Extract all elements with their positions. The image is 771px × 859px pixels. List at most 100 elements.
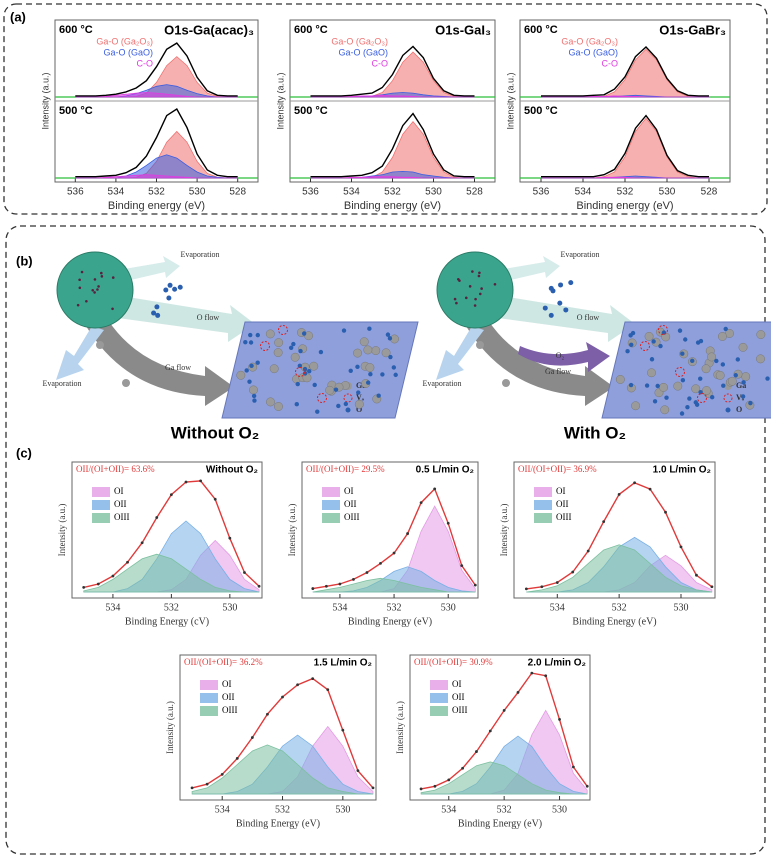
ga-atom xyxy=(673,381,683,391)
data-point xyxy=(190,786,194,790)
o-atom xyxy=(387,336,393,341)
legend-label: O xyxy=(736,405,742,414)
x-tick-label: 534 xyxy=(441,804,456,815)
peak-area xyxy=(83,553,260,593)
dot xyxy=(478,271,481,275)
ga-atom xyxy=(631,401,641,411)
temperature-label: 500 °C xyxy=(294,105,328,117)
o-flow-arrow xyxy=(498,296,635,342)
legend-label: Vₒ xyxy=(736,393,745,402)
o-atom xyxy=(563,307,569,313)
diagram-with-o2: Evaporation O flow Ga flow O₂ Evaporatio… xyxy=(422,250,771,442)
o-atom xyxy=(167,282,173,288)
x-tick-label: 532 xyxy=(387,602,402,613)
o-atom xyxy=(680,351,685,356)
chart-title: 2.0 L/min O₂ xyxy=(528,658,586,669)
o-atom xyxy=(248,340,254,345)
legend-swatch xyxy=(200,706,218,716)
peak-area xyxy=(541,117,709,179)
o-atom xyxy=(251,393,257,399)
data-point xyxy=(602,520,606,524)
o-flow-arrow xyxy=(118,296,255,342)
ga-atom xyxy=(290,352,300,362)
data-point xyxy=(281,695,284,699)
legend-label: OII xyxy=(452,692,465,702)
legend-label: OII xyxy=(222,692,235,702)
dot xyxy=(111,276,115,279)
data-point xyxy=(488,729,492,733)
o-atom xyxy=(294,401,299,407)
o-atom xyxy=(248,332,253,338)
data-point xyxy=(341,728,345,732)
o-atom xyxy=(740,394,746,399)
legend-label: OI xyxy=(114,486,124,496)
o-atom xyxy=(247,379,252,384)
data-point xyxy=(586,549,590,553)
legend-label: OIII xyxy=(114,512,130,522)
ga-atom xyxy=(476,341,484,349)
x-axis-label: Binding energy (eV) xyxy=(576,200,673,212)
component-label: Ga-O (GaO) xyxy=(103,47,153,57)
legend-label: OII xyxy=(344,499,357,509)
annotation: OII/(OI+OII)= 30.9% xyxy=(414,657,493,667)
evaporation-arrow xyxy=(498,256,560,282)
component-label: Ga-O (Ga₂O₃) xyxy=(561,36,618,46)
x-tick-label: 534 xyxy=(108,187,125,198)
o-atom xyxy=(333,387,339,392)
ga-atom xyxy=(707,352,717,362)
legend-label: O xyxy=(356,405,362,414)
legend-label: Vₒ xyxy=(356,393,365,402)
label: Evaporation xyxy=(180,250,219,259)
o-atom xyxy=(336,403,341,409)
caption: Without O₂ xyxy=(171,423,260,442)
data-point xyxy=(205,782,209,786)
component-label: C-O xyxy=(372,58,389,68)
o-atom xyxy=(542,305,548,311)
diagram-without-o2: Evaporation O flow Ga flow Evaporation G… xyxy=(42,250,419,442)
legend-label: OI xyxy=(344,486,354,496)
dot xyxy=(100,275,104,278)
ga-atom xyxy=(702,386,711,396)
o-atom xyxy=(679,411,685,416)
data-point xyxy=(140,541,144,545)
o-atom xyxy=(307,368,312,374)
o-atom xyxy=(341,328,347,333)
legend-swatch xyxy=(534,513,552,523)
plot-frame xyxy=(179,654,377,801)
dot xyxy=(97,285,100,288)
o-atom xyxy=(302,371,308,376)
o-atom xyxy=(649,357,655,362)
o-atom xyxy=(677,328,683,333)
ga-atom xyxy=(273,348,283,358)
x-tick-label: 528 xyxy=(701,187,718,198)
legend-swatch xyxy=(430,680,448,690)
data-point xyxy=(679,545,683,549)
ga-atom xyxy=(756,354,765,364)
o-atom xyxy=(368,371,373,377)
ga-atom xyxy=(122,379,130,387)
x-tick-label: 532 xyxy=(148,187,165,198)
data-point xyxy=(664,510,667,514)
ga-atom xyxy=(727,376,737,386)
peak-area xyxy=(541,48,709,98)
legend-vo xyxy=(343,393,353,403)
data-point xyxy=(461,766,465,770)
legend-label: OIII xyxy=(344,512,360,522)
dot xyxy=(93,278,97,281)
dot xyxy=(478,292,482,296)
substrate xyxy=(601,321,771,419)
data-point xyxy=(516,691,520,694)
ga-atom xyxy=(502,379,510,387)
ga-atom xyxy=(354,399,364,409)
panel-bc-frame xyxy=(5,225,766,855)
o-atom xyxy=(628,382,634,388)
o-atom xyxy=(698,390,703,395)
x-axis-label: Binding Energy (cV) xyxy=(125,616,209,627)
o-atom xyxy=(568,280,574,286)
curve xyxy=(75,42,238,97)
legend-swatch xyxy=(322,500,340,510)
dot xyxy=(91,288,95,292)
data-point xyxy=(406,532,409,535)
data-point xyxy=(184,480,188,484)
temperature-label: 600 °C xyxy=(524,24,558,36)
